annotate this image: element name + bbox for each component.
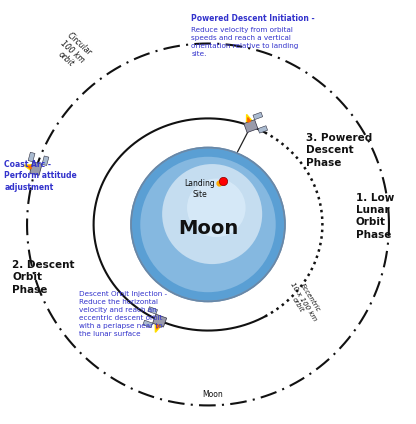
Text: 3. Powered
Descent
Phase: 3. Powered Descent Phase xyxy=(306,133,372,168)
Polygon shape xyxy=(247,114,252,123)
Polygon shape xyxy=(28,152,35,162)
Text: Circular
100 km
orbit: Circular 100 km orbit xyxy=(52,31,94,73)
Circle shape xyxy=(162,164,262,264)
Text: Moon: Moon xyxy=(178,219,238,238)
Text: Powered Descent Initiation -: Powered Descent Initiation - xyxy=(191,14,315,23)
Polygon shape xyxy=(24,165,32,170)
Polygon shape xyxy=(153,314,167,327)
Text: Moon: Moon xyxy=(202,390,223,399)
Polygon shape xyxy=(156,325,159,329)
Polygon shape xyxy=(253,112,263,120)
Text: Coast Arc -
Perform attitude
adjustment: Coast Arc - Perform attitude adjustment xyxy=(4,160,77,192)
Circle shape xyxy=(140,157,276,292)
Polygon shape xyxy=(148,307,158,314)
Polygon shape xyxy=(155,324,161,332)
Text: Eccentric
10 x 100 km
orbit: Eccentric 10 x 100 km orbit xyxy=(283,277,324,326)
Text: Descent Orbit Injection -
Reduce the horizontal
velocity and reach an
eccentric : Descent Orbit Injection - Reduce the hor… xyxy=(79,291,167,337)
Polygon shape xyxy=(248,117,250,122)
Circle shape xyxy=(131,148,285,301)
Text: 2. Descent
Orbit
Phase: 2. Descent Orbit Phase xyxy=(12,260,75,295)
Polygon shape xyxy=(30,162,42,176)
Circle shape xyxy=(187,179,245,237)
Polygon shape xyxy=(42,156,49,165)
Text: Reduce velocity from orbital
speeds and reach a vertical
orientation relative to: Reduce velocity from orbital speeds and … xyxy=(191,27,299,57)
Polygon shape xyxy=(27,166,32,169)
Text: Landing
Site: Landing Site xyxy=(184,179,215,199)
Polygon shape xyxy=(258,126,267,133)
Polygon shape xyxy=(143,320,153,328)
Text: 1. Low
Lunar
Orbit
Phase: 1. Low Lunar Orbit Phase xyxy=(356,192,394,240)
Polygon shape xyxy=(244,120,258,133)
